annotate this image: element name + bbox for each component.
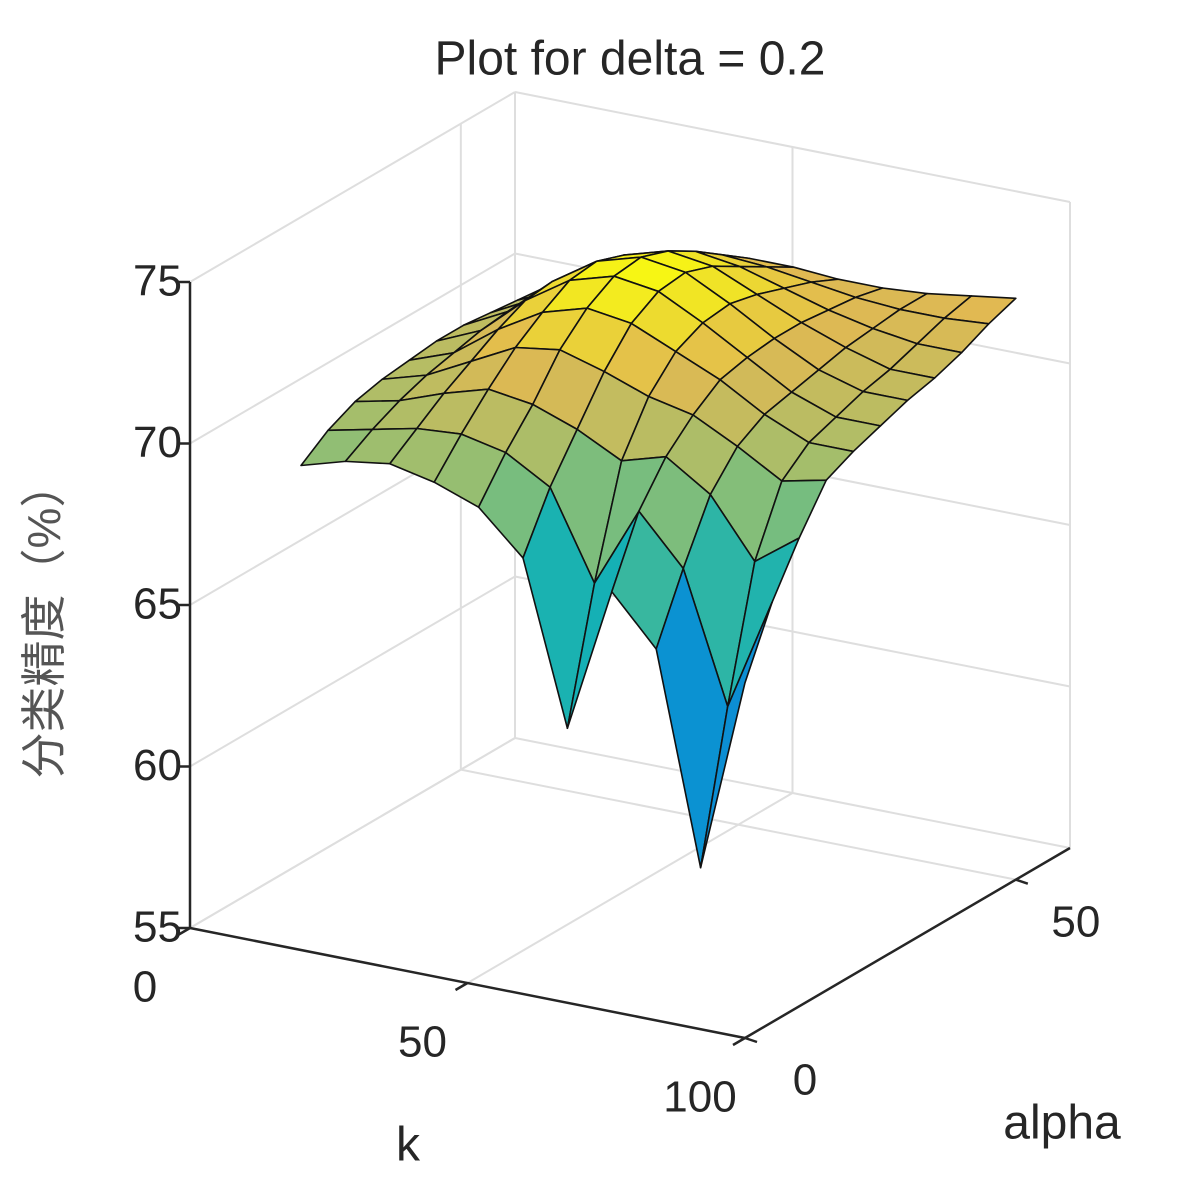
y-tick-label: 50 bbox=[1051, 897, 1100, 946]
grid-line bbox=[460, 768, 1017, 881]
x-tick-label: 50 bbox=[398, 1018, 447, 1067]
x-tick bbox=[454, 981, 469, 992]
z-tick-label: 75 bbox=[133, 257, 182, 306]
grid-line bbox=[189, 575, 516, 768]
y-axis bbox=[744, 846, 1071, 1040]
grid-line bbox=[189, 737, 516, 929]
grid-line bbox=[189, 91, 516, 283]
grid-line bbox=[466, 792, 794, 984]
z-tick-label: 70 bbox=[133, 418, 182, 467]
z-axis-label: 分类精度（%） bbox=[18, 462, 70, 779]
y-tick bbox=[1015, 878, 1029, 885]
surface-patch bbox=[699, 601, 773, 869]
y-axis-label: alpha bbox=[1003, 1097, 1121, 1150]
z-tick-label: 65 bbox=[133, 580, 182, 629]
x-axis-label: k bbox=[396, 1119, 421, 1172]
y-tick-label: 0 bbox=[793, 1056, 817, 1105]
z-tick-label: 60 bbox=[133, 741, 182, 790]
x-tick-label: 100 bbox=[663, 1073, 736, 1122]
y-tick bbox=[744, 1036, 758, 1044]
x-tick bbox=[732, 1036, 746, 1047]
z-tick-label: 55 bbox=[133, 903, 182, 952]
chart-title: Plot for delta = 0.2 bbox=[435, 33, 826, 86]
x-tick bbox=[177, 926, 191, 937]
x-tick-label: 0 bbox=[133, 963, 157, 1012]
